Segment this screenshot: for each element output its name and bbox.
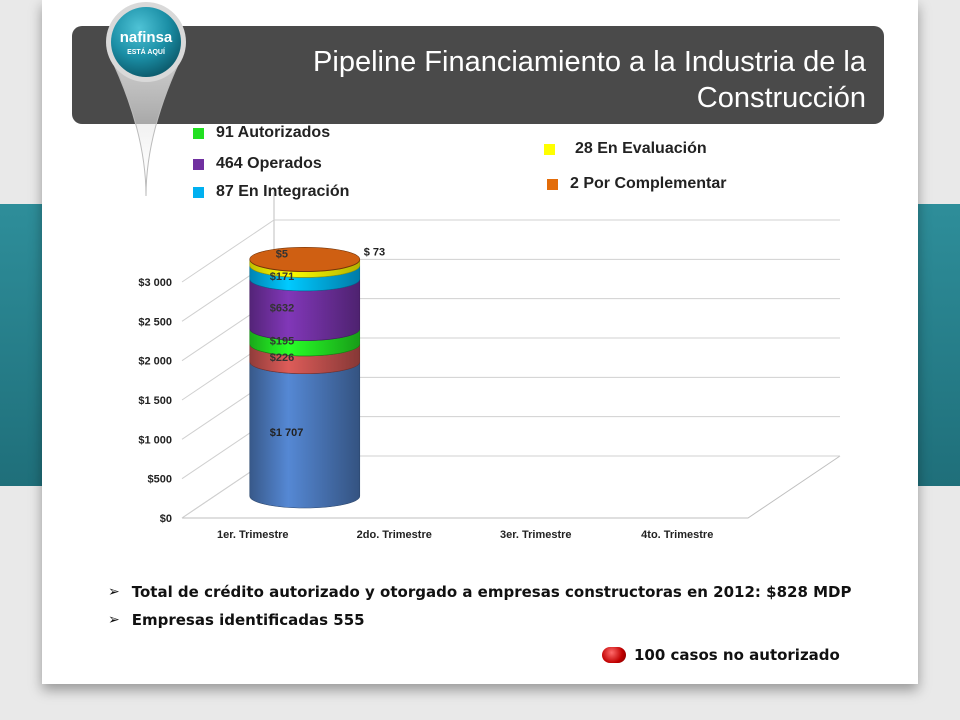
legend-swatch (547, 178, 558, 190)
bullet-item: ➢ Empresas identificadas 555 (108, 606, 851, 634)
left-teal-band (0, 204, 50, 486)
logo-text-bottom: ESTÁ AQUÍ (127, 47, 166, 56)
bar-top-cap (249, 246, 361, 272)
legend-evaluacion: 28 En Evaluación (544, 140, 707, 158)
x-tick-label: 3er. Trimestre (500, 529, 572, 541)
data-label: $171 (270, 271, 294, 283)
legend-label: 464 Operados (216, 155, 322, 172)
legend-label: 87 En Integración (216, 183, 350, 200)
legend-operados: 464 Operados (193, 155, 322, 173)
legend-label: 28 En Evaluación (575, 140, 707, 157)
legend-swatch (193, 127, 204, 139)
legend-swatch (193, 158, 204, 170)
data-label: $195 (270, 335, 294, 347)
right-teal-band (910, 204, 960, 486)
data-label: $632 (270, 303, 294, 315)
bullet-list: ➢ Total de crédito autorizado y otorgado… (108, 578, 851, 634)
legend-label: 2 Por Complementar (570, 175, 727, 192)
page-title: Pipeline Financiamiento a la Industria d… (313, 46, 866, 114)
y-tick-label: $1 000 (138, 434, 172, 446)
not-authorized-note: 100 casos no autorizado (602, 646, 840, 664)
data-label: $226 (270, 352, 294, 364)
y-tick-label: $500 (148, 474, 172, 486)
bullet-text: Total de crédito autorizado y otorgado a… (131, 583, 852, 601)
legend-complementar: 2 Por Complementar (547, 175, 726, 193)
y-tick-label: $0 (160, 513, 172, 525)
legend-integracion: 87 En Integración (193, 183, 349, 201)
legend-autorizados: 91 Autorizados (193, 124, 330, 142)
x-tick-label: 4to. Trimestre (641, 529, 713, 541)
red-pill-icon (602, 647, 626, 663)
legend-swatch (544, 143, 555, 155)
y-tick-label: $2 000 (138, 356, 172, 368)
x-tick-label: 1er. Trimestre (217, 529, 289, 541)
logo-text-top: nafinsa (120, 29, 173, 46)
y-tick-label: $1 500 (138, 395, 172, 407)
arrow-bullet-icon: ➢ (108, 612, 120, 628)
data-label: $1 707 (270, 427, 304, 439)
nafinsa-logo: nafinsa ESTÁ AQUÍ (106, 2, 186, 197)
x-tick-label: 2do. Trimestre (357, 529, 432, 541)
title-bar: Pipeline Financiamiento a la Industria d… (72, 26, 884, 124)
gridline (181, 219, 840, 283)
chart-floor-front-edge (182, 455, 841, 519)
bullet-text: Empresas identificadas 555 (131, 611, 365, 629)
bullet-item: ➢ Total de crédito autorizado y otorgado… (108, 578, 851, 606)
data-label: $5 (276, 248, 288, 260)
y-tick-label: $3 000 (138, 277, 172, 289)
arrow-bullet-icon: ➢ (108, 584, 120, 600)
note-label: 100 casos no autorizado (634, 646, 840, 664)
data-label: $ 73 (364, 247, 385, 259)
y-tick-label: $2 500 (138, 316, 172, 328)
bar-segment (249, 361, 361, 509)
legend-swatch (193, 186, 204, 198)
legend-label: 91 Autorizados (216, 124, 331, 141)
